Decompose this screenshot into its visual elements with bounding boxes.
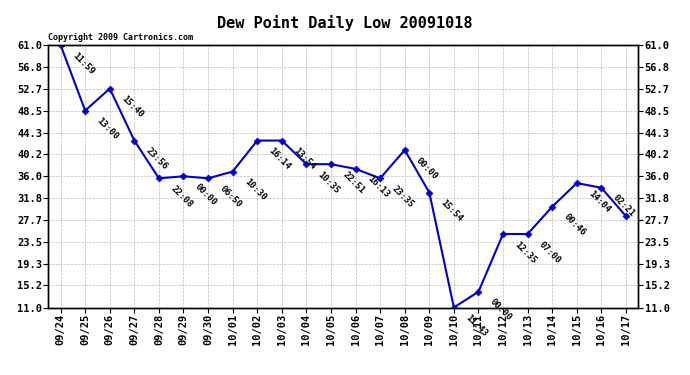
Text: 00:00: 00:00: [489, 297, 513, 322]
Text: 02:21: 02:21: [611, 194, 636, 219]
Text: 15:40: 15:40: [119, 94, 145, 120]
Text: Copyright 2009 Cartronics.com: Copyright 2009 Cartronics.com: [48, 33, 193, 42]
Text: 22:08: 22:08: [168, 184, 194, 209]
Text: 11:59: 11:59: [70, 51, 96, 76]
Text: 22:51: 22:51: [341, 170, 366, 195]
Text: 23:56: 23:56: [144, 146, 170, 171]
Text: 00:00: 00:00: [415, 156, 440, 181]
Text: 06:50: 06:50: [218, 184, 243, 209]
Text: 13:54: 13:54: [292, 146, 317, 171]
Text: 16:14: 16:14: [267, 146, 293, 171]
Text: 16:13: 16:13: [365, 174, 391, 200]
Text: 10:35: 10:35: [316, 170, 342, 195]
Text: Dew Point Daily Low 20091018: Dew Point Daily Low 20091018: [217, 15, 473, 31]
Text: 12:35: 12:35: [513, 240, 538, 265]
Text: 13:00: 13:00: [95, 116, 120, 141]
Text: 15:54: 15:54: [439, 198, 464, 223]
Text: 23:35: 23:35: [390, 184, 415, 209]
Text: 00:00: 00:00: [193, 182, 219, 207]
Text: 00:46: 00:46: [562, 212, 587, 238]
Text: 10:30: 10:30: [242, 177, 268, 203]
Text: 14:04: 14:04: [586, 189, 612, 214]
Text: 07:00: 07:00: [538, 240, 563, 265]
Text: 11:43: 11:43: [464, 313, 489, 338]
